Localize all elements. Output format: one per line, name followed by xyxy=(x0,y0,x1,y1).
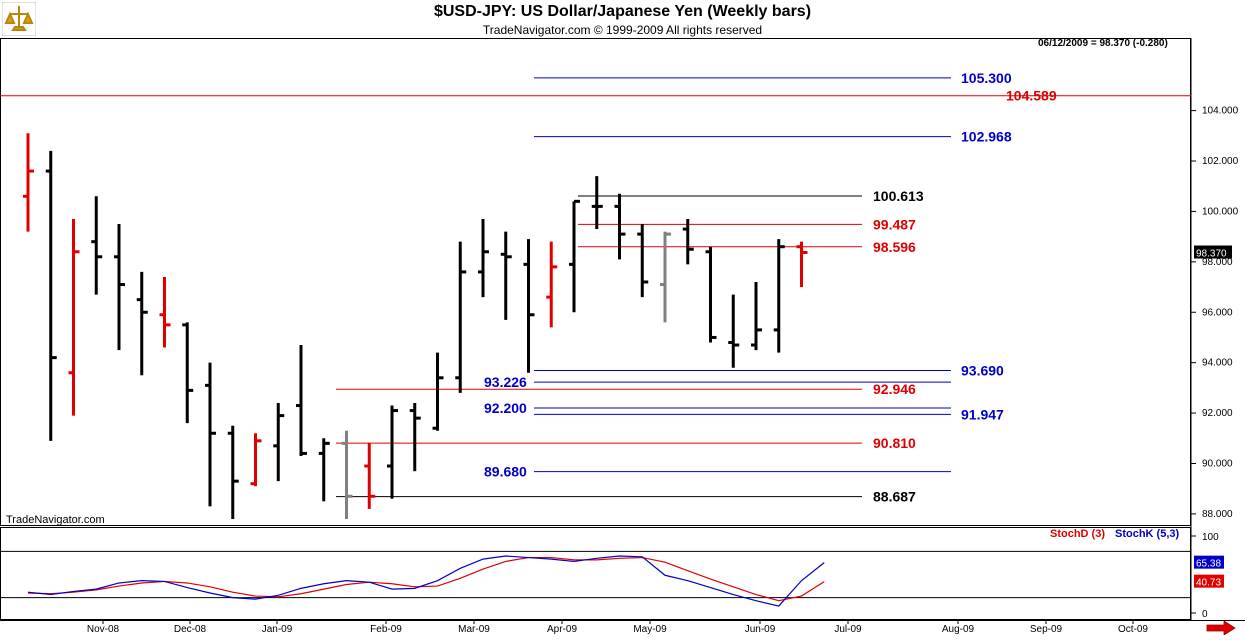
x-tick-label: Jan-09 xyxy=(262,624,293,635)
level-label: 89.680 xyxy=(484,464,527,480)
ohlc-bar xyxy=(432,352,444,431)
ohlc-bar xyxy=(591,176,603,230)
x-tick-label: Jul-09 xyxy=(834,624,862,635)
ohlc-bar xyxy=(136,271,148,376)
y-tick-label: 96.000 xyxy=(1202,307,1233,318)
stochk-line xyxy=(27,555,825,607)
level-label: 90.810 xyxy=(873,435,916,451)
x-tick-label: Oct-09 xyxy=(1118,624,1148,635)
ohlc-bar xyxy=(114,224,125,351)
stochd-value-box xyxy=(1194,574,1224,588)
ohlc-bar xyxy=(660,231,671,323)
ohlc-bar xyxy=(614,193,626,260)
level-label: 88.687 xyxy=(873,489,916,505)
ohlc-bar xyxy=(341,430,353,519)
ohlc-bar xyxy=(205,362,216,507)
x-tick-label: May-09 xyxy=(633,624,667,635)
x-tick-label: Dec-08 xyxy=(174,624,207,635)
x-tick-label: Nov-08 xyxy=(87,624,120,635)
trade-navigator-logo-icon xyxy=(2,2,36,36)
ohlc-bar xyxy=(500,231,512,320)
last-price-label: 98.370 xyxy=(1196,249,1227,260)
copyright-subtitle: TradeNavigator.com © 1999-2009 All right… xyxy=(482,23,763,37)
ohlc-bar xyxy=(773,239,785,353)
level-label: 102.968 xyxy=(961,129,1012,145)
stochk-value: 65.38 xyxy=(1196,559,1221,570)
ohlc-bar xyxy=(569,199,580,313)
x-tick-label: Jun-09 xyxy=(745,624,776,635)
x-tick-label: Mar-09 xyxy=(458,624,490,635)
y-tick-label: 94.000 xyxy=(1202,358,1233,369)
level-label: 91.947 xyxy=(961,406,1004,422)
stochastic-indicator: 100 0 65.38 40.73 xyxy=(0,532,1224,620)
stoch-panel xyxy=(0,527,1191,620)
y-tick-label: 102.000 xyxy=(1202,156,1239,167)
y-tick-label: 100.000 xyxy=(1202,206,1239,217)
stochd-value: 40.73 xyxy=(1196,578,1221,589)
x-tick-label: Aug-09 xyxy=(942,624,975,635)
ohlc-bar xyxy=(682,218,694,265)
level-label: 92.946 xyxy=(873,381,916,397)
level-label: 92.200 xyxy=(484,400,527,416)
ohlc-bar xyxy=(296,345,307,456)
ohlc-bar xyxy=(91,196,103,295)
scroll-right-arrow-icon[interactable] xyxy=(1206,621,1236,635)
stochk-legend: StochK (5,3) xyxy=(1115,528,1180,540)
ohlc-bar xyxy=(250,433,262,487)
level-label: 99.487 xyxy=(873,216,916,232)
price-y-axis: 88.000 90.000 92.000 94.000 96.000 98.000 100.… xyxy=(1191,106,1239,520)
date-x-axis: Nov-08 Dec-08 Jan-09 Feb-09 Mar-09 Apr-09 May-… xyxy=(87,620,1148,635)
stochk-value-box xyxy=(1194,555,1224,569)
last-price-marker: 98.370 xyxy=(1194,245,1232,260)
x-tick-label: Sep-09 xyxy=(1030,624,1063,635)
last-price-info: 06/12/2009 = 98.370 (-0.280) xyxy=(1038,38,1168,49)
ohlc-bars xyxy=(23,133,808,519)
ohlc-bar xyxy=(387,405,398,499)
stochd-legend: StochD (3) xyxy=(1050,528,1105,540)
ohlc-bar xyxy=(45,150,57,441)
level-label: 104.589 xyxy=(1006,88,1057,104)
ohlc-bar xyxy=(637,224,649,298)
chart-title: $USD-JPY: US Dollar/Japanese Yen (Weekly… xyxy=(433,3,812,20)
ohlc-bar xyxy=(796,241,808,288)
ohlc-bar xyxy=(68,218,80,416)
level-label: 100.613 xyxy=(873,188,924,204)
ohlc-bar xyxy=(159,276,171,348)
support-resistance-levels: 105.300 104.589 102.968 100.613 99.487 98.596… xyxy=(0,70,1191,505)
level-label: 105.300 xyxy=(961,70,1012,86)
y-tick-label: 90.000 xyxy=(1202,459,1233,470)
y-tick-label: 88.000 xyxy=(1202,509,1233,520)
watermark: TradeNavigator.com xyxy=(6,514,105,526)
ohlc-bar xyxy=(273,403,285,482)
price-panel xyxy=(0,38,1191,526)
stoch-y-tick-label: 100 xyxy=(1202,532,1219,543)
level-label: 93.226 xyxy=(484,374,527,390)
level-label: 93.690 xyxy=(961,362,1004,378)
x-tick-label: Apr-09 xyxy=(547,624,577,635)
ohlc-bar xyxy=(546,241,558,328)
ohlc-bar xyxy=(409,403,421,472)
ohlc-bar xyxy=(227,425,239,519)
x-tick-label: Feb-09 xyxy=(370,624,402,635)
ohlc-bar xyxy=(478,218,489,298)
level-label: 98.596 xyxy=(873,239,916,255)
ohlc-bar xyxy=(182,322,194,424)
last-price-box xyxy=(1194,245,1232,259)
ohlc-bar xyxy=(705,246,717,343)
y-tick-label: 104.000 xyxy=(1202,106,1239,117)
ohlc-bar xyxy=(23,133,34,232)
ohlc-bar xyxy=(523,239,535,373)
ohlc-bar xyxy=(455,241,467,393)
y-tick-label: 92.000 xyxy=(1202,408,1233,419)
ohlc-bar xyxy=(728,294,740,368)
ohlc-bar xyxy=(751,282,762,351)
y-tick-label: 98.000 xyxy=(1202,257,1233,268)
ohlc-bar xyxy=(318,438,330,502)
ohlc-bar xyxy=(364,443,376,509)
stoch-y-tick-label: 0 xyxy=(1202,609,1208,620)
